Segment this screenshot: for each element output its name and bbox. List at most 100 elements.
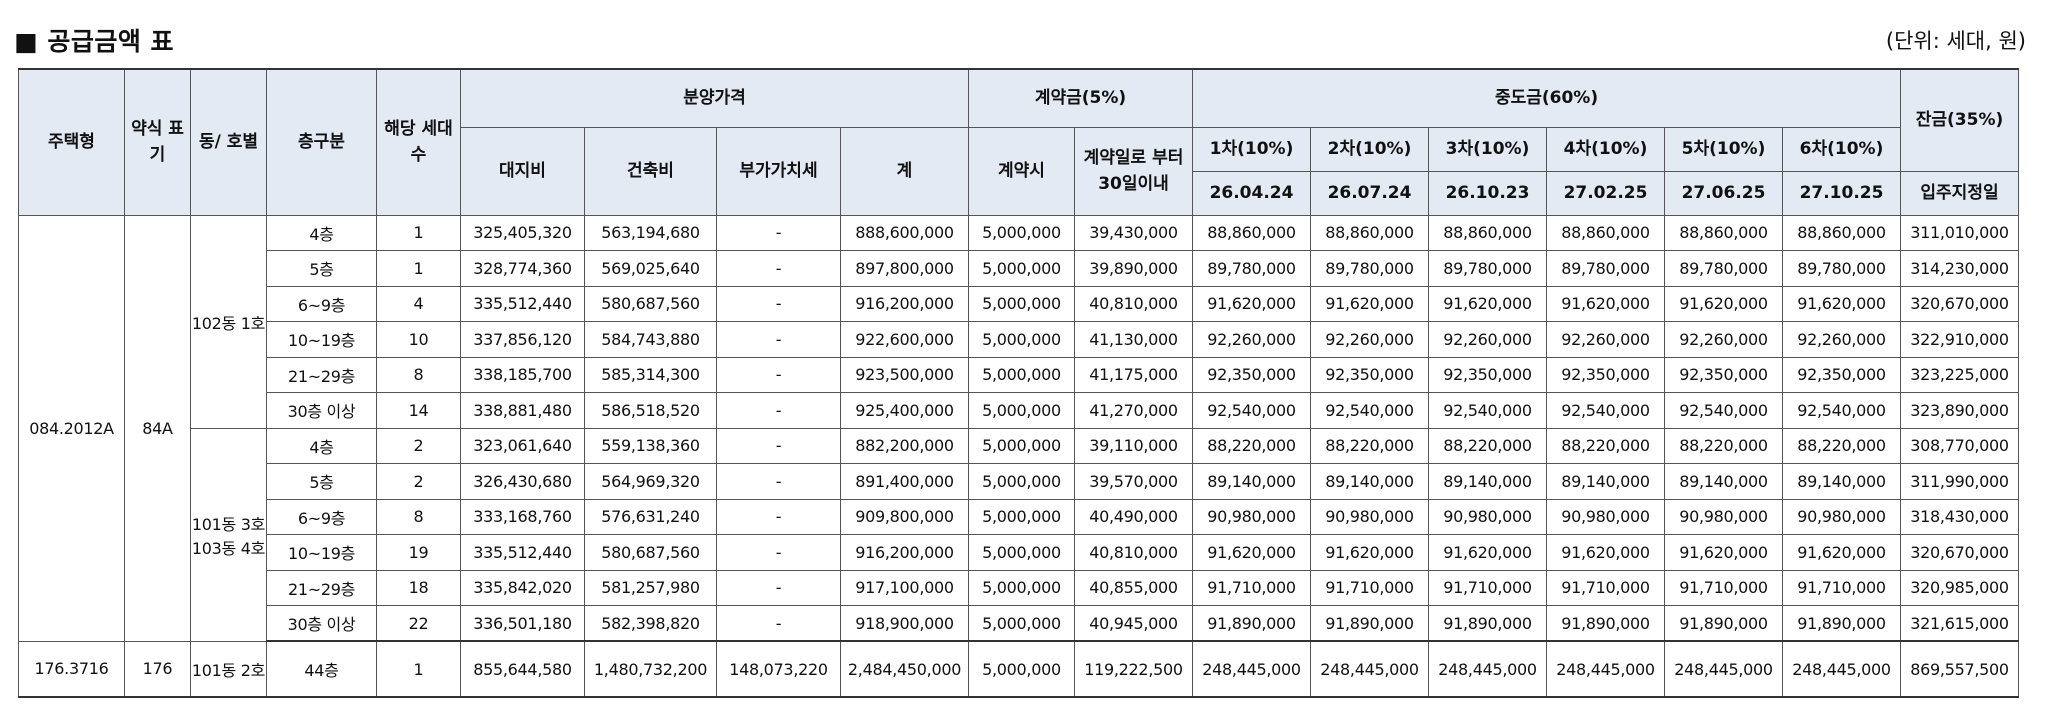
land-price-cell: 338,185,700 bbox=[460, 356, 585, 393]
middle-1-cell: 90,980,000 bbox=[1192, 498, 1312, 535]
middle-6-cell: 91,620,000 bbox=[1782, 534, 1902, 571]
table-row: 5층 2 326,430,680 564,969,320-891,400,000 5,0… bbox=[19, 463, 2020, 500]
middle-6-cell: 90,980,000 bbox=[1782, 498, 1902, 535]
households-cell: 10 bbox=[376, 321, 461, 358]
abbr-cell: 176 bbox=[124, 640, 191, 698]
table-row: 6~9층 8 333,168,760 576,631,240-909,800,000 5… bbox=[19, 498, 2020, 535]
middle-4-cell: 91,620,000 bbox=[1546, 285, 1666, 322]
floor-cell: 44층 bbox=[266, 640, 377, 698]
households-cell: 22 bbox=[376, 605, 461, 642]
middle-1-cell: 92,540,000 bbox=[1192, 392, 1312, 429]
middle-6-cell: 88,220,000 bbox=[1782, 427, 1902, 464]
middle-1-cell: 91,620,000 bbox=[1192, 285, 1312, 322]
total-price-cell: 2,484,450,000 bbox=[840, 640, 969, 698]
total-price-cell: 888,600,000 bbox=[840, 214, 969, 251]
contract-deposit-cell: 5,000,000 bbox=[968, 392, 1075, 429]
header-abbr: 약식 표기 bbox=[124, 68, 191, 216]
middle-2-cell: 92,540,000 bbox=[1310, 392, 1430, 429]
floor-cell: 30층 이상 bbox=[266, 605, 377, 642]
balance-cell: 320,670,000 bbox=[1900, 285, 2020, 322]
header-at-contract: 계약시 bbox=[968, 126, 1075, 216]
middle-1-cell: 91,620,000 bbox=[1192, 534, 1312, 571]
middle-4-cell: 92,350,000 bbox=[1546, 356, 1666, 393]
middle-5-cell: 89,140,000 bbox=[1664, 463, 1784, 500]
middle-1-cell: 89,140,000 bbox=[1192, 463, 1312, 500]
land-price-cell: 335,512,440 bbox=[460, 285, 585, 322]
header-m2: 2차(10%) bbox=[1310, 126, 1430, 172]
middle-6-cell: 91,710,000 bbox=[1782, 569, 1902, 606]
contract-deposit-cell: 5,000,000 bbox=[968, 569, 1075, 606]
households-cell: 8 bbox=[376, 498, 461, 535]
middle-3-cell: 92,260,000 bbox=[1428, 321, 1548, 358]
header-m6: 6차(10%) bbox=[1782, 126, 1902, 172]
floor-cell: 4층 bbox=[266, 214, 377, 251]
middle-3-cell: 91,620,000 bbox=[1428, 285, 1548, 322]
middle-3-cell: 92,350,000 bbox=[1428, 356, 1548, 393]
middle-5-cell: 92,350,000 bbox=[1664, 356, 1784, 393]
contract-30day-cell: 40,810,000 bbox=[1073, 285, 1194, 322]
balance-cell: 311,010,000 bbox=[1900, 214, 2020, 251]
unit-note: (단위: 세대, 원) bbox=[1885, 29, 2026, 53]
vat-cell: - bbox=[716, 356, 841, 393]
balance-cell: 308,770,000 bbox=[1900, 427, 2020, 464]
contract-30day-cell: 119,222,500 bbox=[1073, 640, 1194, 698]
balance-cell: 321,615,000 bbox=[1900, 605, 2020, 642]
households-cell: 4 bbox=[376, 285, 461, 322]
floor-cell: 10~19층 bbox=[266, 321, 377, 358]
balance-cell: 311,990,000 bbox=[1900, 463, 2020, 500]
page-title: ■ 공급금액 표 bbox=[14, 27, 175, 56]
balance-cell: 320,670,000 bbox=[1900, 534, 2020, 571]
households-cell: 1 bbox=[376, 250, 461, 287]
vat-cell: - bbox=[716, 463, 841, 500]
header-building: 건축비 bbox=[584, 126, 717, 216]
vat-cell: 148,073,220 bbox=[716, 640, 841, 698]
contract-deposit-cell: 5,000,000 bbox=[968, 640, 1075, 698]
households-cell: 1 bbox=[376, 640, 461, 698]
middle-3-cell: 89,140,000 bbox=[1428, 463, 1548, 500]
header-households: 해당 세대수 bbox=[376, 68, 461, 216]
land-price-cell: 337,856,120 bbox=[460, 321, 585, 358]
middle-1-cell: 91,890,000 bbox=[1192, 605, 1312, 642]
header-m5: 5차(10%) bbox=[1664, 126, 1784, 172]
table-row: 5층 1 328,774,360 569,025,640-897,800,000 5,0… bbox=[19, 250, 2020, 287]
dong-cell: 102동 1호 bbox=[190, 214, 267, 429]
header-d1: 26.04.24 bbox=[1192, 170, 1312, 216]
contract-30day-cell: 39,430,000 bbox=[1073, 214, 1194, 251]
land-price-cell: 855,644,580 bbox=[460, 640, 585, 698]
floor-cell: 21~29층 bbox=[266, 569, 377, 606]
middle-2-cell: 88,220,000 bbox=[1310, 427, 1430, 464]
building-price-cell: 1,480,732,200 bbox=[584, 640, 717, 698]
header-vat: 부가가치세 bbox=[716, 126, 841, 216]
contract-deposit-cell: 5,000,000 bbox=[968, 605, 1075, 642]
building-price-cell: 586,518,520 bbox=[584, 392, 717, 429]
floor-cell: 6~9층 bbox=[266, 498, 377, 535]
middle-6-cell: 91,620,000 bbox=[1782, 285, 1902, 322]
total-price-cell: 916,200,000 bbox=[840, 285, 969, 322]
header-middle: 중도금(60%) bbox=[1192, 68, 1902, 128]
dong-cell: 101동 3호 103동 4호 bbox=[190, 427, 267, 642]
middle-3-cell: 88,220,000 bbox=[1428, 427, 1548, 464]
middle-3-cell: 91,890,000 bbox=[1428, 605, 1548, 642]
middle-2-cell: 89,780,000 bbox=[1310, 250, 1430, 287]
middle-2-cell: 91,890,000 bbox=[1310, 605, 1430, 642]
floor-cell: 6~9층 bbox=[266, 285, 377, 322]
contract-deposit-cell: 5,000,000 bbox=[968, 356, 1075, 393]
balance-cell: 318,430,000 bbox=[1900, 498, 2020, 535]
contract-30day-cell: 39,890,000 bbox=[1073, 250, 1194, 287]
middle-3-cell: 88,860,000 bbox=[1428, 214, 1548, 251]
middle-5-cell: 91,620,000 bbox=[1664, 285, 1784, 322]
middle-6-cell: 248,445,000 bbox=[1782, 640, 1902, 698]
households-cell: 14 bbox=[376, 392, 461, 429]
households-cell: 2 bbox=[376, 463, 461, 500]
middle-1-cell: 89,780,000 bbox=[1192, 250, 1312, 287]
middle-5-cell: 88,220,000 bbox=[1664, 427, 1784, 464]
header-dong: 동/ 호별 bbox=[190, 68, 267, 216]
middle-4-cell: 91,710,000 bbox=[1546, 569, 1666, 606]
balance-cell: 322,910,000 bbox=[1900, 321, 2020, 358]
middle-2-cell: 90,980,000 bbox=[1310, 498, 1430, 535]
households-cell: 19 bbox=[376, 534, 461, 571]
header-m3: 3차(10%) bbox=[1428, 126, 1548, 172]
balance-cell: 323,225,000 bbox=[1900, 356, 2020, 393]
middle-3-cell: 90,980,000 bbox=[1428, 498, 1548, 535]
vat-cell: - bbox=[716, 285, 841, 322]
